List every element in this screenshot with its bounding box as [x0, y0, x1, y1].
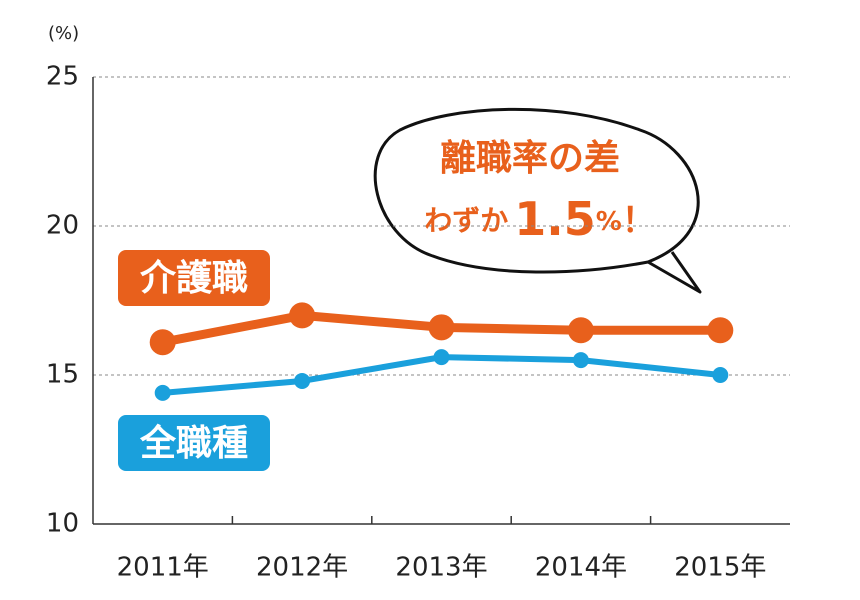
- annotation-unit: %: [596, 207, 622, 237]
- data-point: [707, 317, 734, 344]
- annotation-number: 1.5: [514, 192, 596, 246]
- data-point: [712, 367, 729, 383]
- y-tick-label: 20: [46, 211, 79, 241]
- series-label-box: [118, 250, 270, 306]
- annotation-text: わずか: [424, 204, 508, 237]
- speech-bubble: [373, 107, 702, 294]
- x-tick-label: 2014年: [535, 553, 627, 583]
- series-label-box: [118, 415, 270, 471]
- x-tick-label: 2011年: [117, 553, 209, 583]
- x-tick-label: 2015年: [674, 553, 766, 583]
- x-tick-label: 2013年: [395, 553, 487, 583]
- data-point: [149, 329, 176, 356]
- annotation-line-2: わずか 1.5%！: [424, 192, 656, 246]
- x-tick-label: 2012年: [256, 553, 348, 583]
- series-label: 介護職: [140, 258, 248, 299]
- annotation-line-1: 離職率の差: [440, 138, 620, 179]
- data-point: [294, 372, 311, 389]
- series-label: 全職種: [139, 422, 248, 464]
- data-point: [572, 352, 589, 369]
- unit-label: (%): [48, 23, 79, 44]
- y-tick-label: 15: [46, 360, 79, 390]
- data-point: [567, 317, 594, 344]
- annotation-mark: ！: [622, 201, 656, 241]
- y-tick-label: 25: [46, 62, 79, 92]
- y-tick-label: 10: [46, 509, 79, 539]
- data-point: [289, 302, 316, 329]
- data-point: [428, 314, 455, 341]
- data-point: [154, 384, 171, 401]
- data-point: [433, 349, 450, 366]
